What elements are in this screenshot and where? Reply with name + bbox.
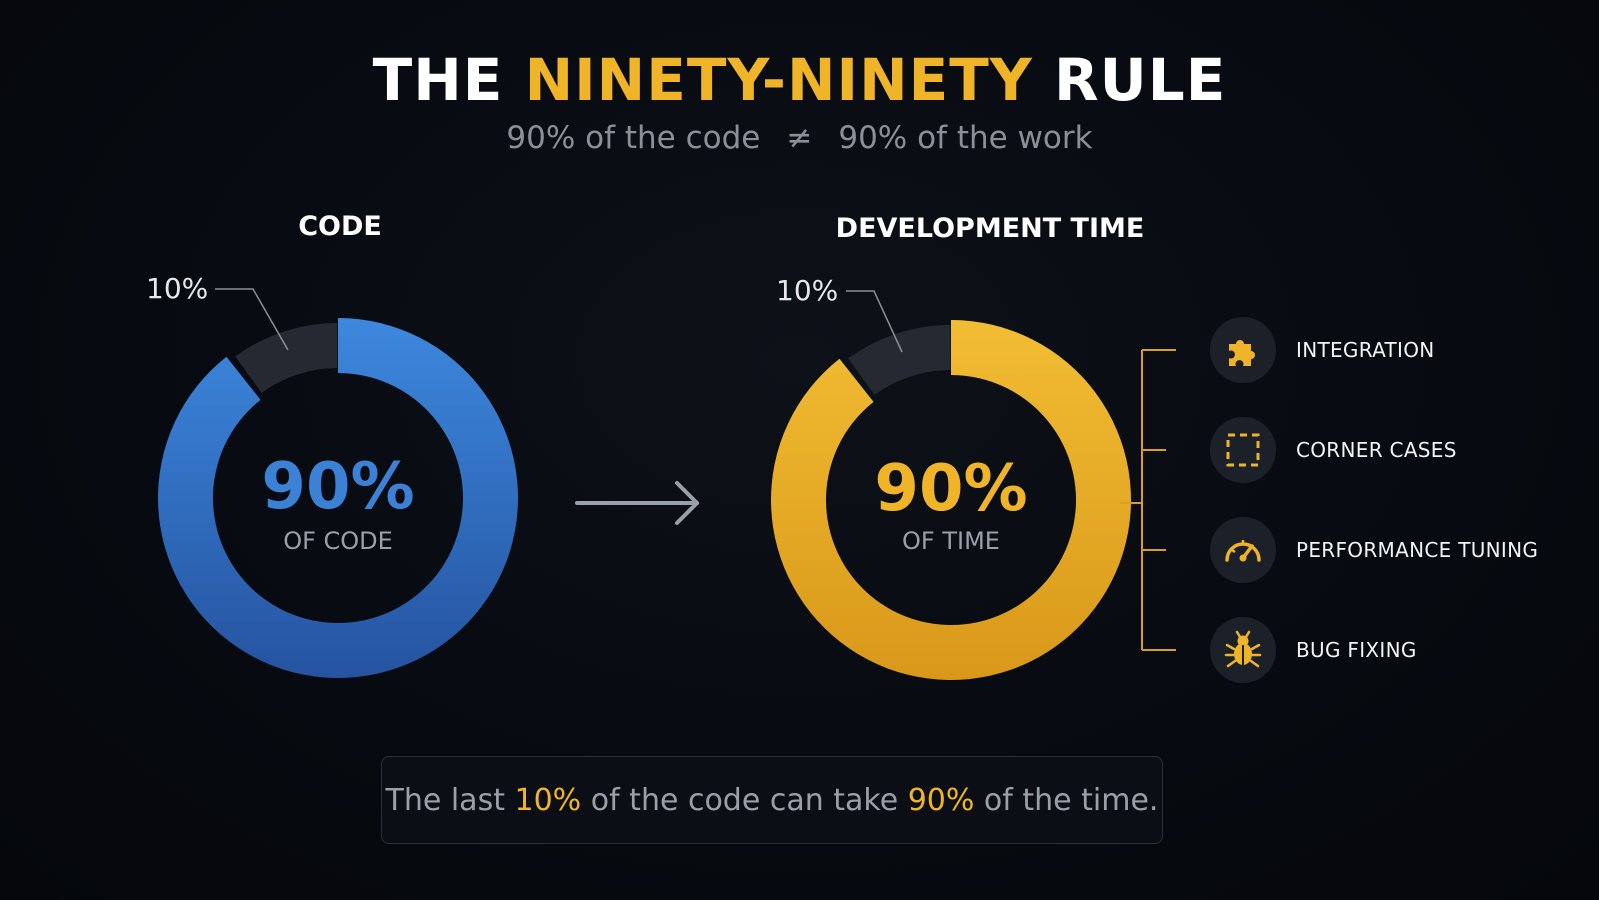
title-part-1: THE — [372, 46, 525, 114]
task-label: PERFORMANCE TUNING — [1296, 538, 1539, 562]
task-performance-tuning: PERFORMANCE TUNING — [1210, 515, 1538, 585]
callout-text-1: The last — [385, 782, 515, 818]
puzzle-icon — [1210, 317, 1276, 383]
time-donut-chart — [771, 320, 1131, 680]
title-highlight: NINETY-NINETY — [524, 46, 1033, 114]
subtitle-right: 90% of the work — [838, 120, 1093, 156]
code-center-value: 90% — [261, 450, 415, 524]
bug-icon — [1210, 617, 1276, 683]
callout-text-3: of the time. — [974, 782, 1159, 818]
time-center-label: OF TIME — [902, 527, 1000, 555]
gauge-icon — [1210, 517, 1276, 583]
task-label: INTEGRATION — [1296, 338, 1435, 362]
code-leader-line — [215, 288, 289, 351]
right-arrow-icon — [575, 481, 699, 525]
code-slice-10 — [235, 323, 338, 393]
callout-highlight-1: 10% — [514, 782, 582, 818]
time-chart-title: DEVELOPMENT TIME — [835, 213, 1145, 244]
time-breakdown-list: INTEGRATION CORNER CASES PERFORMANCE TUN… — [1120, 310, 1570, 690]
callout-highlight-2: 90% — [907, 782, 975, 818]
page-title: THE NINETY-NINETY RULE — [0, 46, 1599, 114]
time-small-slice-label: 10% — [776, 274, 839, 307]
code-small-slice-label: 10% — [146, 272, 209, 305]
breakdown-bracket — [1120, 349, 1176, 651]
summary-callout: The last 10% of the code can take 90% of… — [381, 756, 1163, 844]
task-integration: INTEGRATION — [1210, 315, 1435, 385]
subtitle: 90% of the code ≠ 90% of the work — [0, 120, 1599, 156]
code-chart-title: CODE — [298, 211, 382, 242]
task-bug-fixing: BUG FIXING — [1210, 615, 1417, 685]
dashed-square-icon — [1210, 417, 1276, 483]
subtitle-left: 90% of the code — [506, 120, 761, 156]
time-slice-10 — [848, 325, 951, 395]
time-slice-90 — [771, 320, 1131, 680]
task-label: BUG FIXING — [1296, 638, 1417, 662]
time-center-value: 90% — [874, 452, 1028, 526]
task-label: CORNER CASES — [1296, 438, 1457, 462]
code-slice-90 — [157, 318, 518, 678]
time-leader-line — [846, 290, 903, 353]
task-corner-cases: CORNER CASES — [1210, 415, 1457, 485]
not-equal-symbol: ≠ — [786, 120, 813, 156]
title-part-2: RULE — [1032, 46, 1227, 114]
code-center-label: OF CODE — [283, 527, 393, 555]
callout-text-2: of the code can take — [581, 782, 908, 818]
code-donut-chart — [157, 318, 518, 678]
